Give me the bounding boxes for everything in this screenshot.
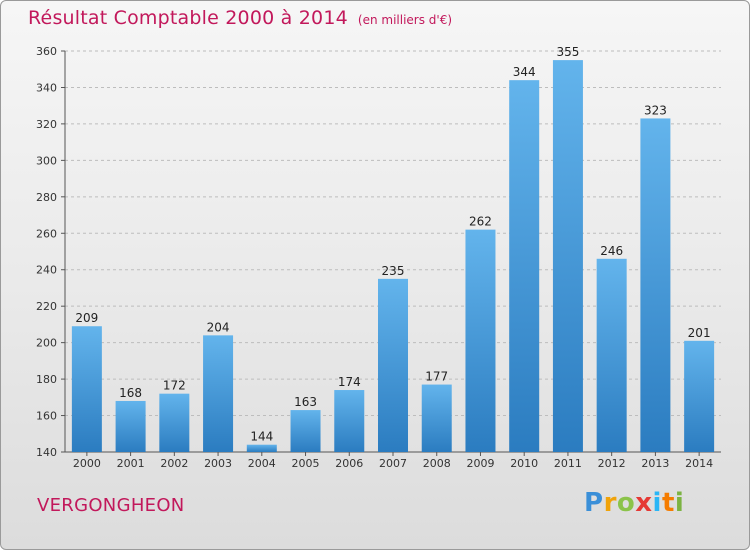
x-tick-label: 2013: [641, 457, 669, 470]
bar: [159, 393, 190, 452]
bar-value-label: 344: [513, 65, 536, 79]
logo-letter: i: [674, 488, 685, 518]
bar: [596, 258, 627, 452]
bar: [290, 410, 321, 452]
bar: [334, 390, 365, 452]
x-tick-label: 2008: [423, 457, 451, 470]
y-tick-label: 180: [36, 373, 57, 386]
bar: [246, 444, 277, 452]
y-tick-label: 320: [36, 118, 57, 131]
bar-value-label: 204: [207, 320, 230, 334]
x-tick-label: 2014: [685, 457, 713, 470]
bar: [509, 80, 540, 452]
bar: [421, 384, 452, 452]
bar: [465, 229, 496, 452]
x-tick-label: 2005: [292, 457, 320, 470]
x-tick-label: 2000: [73, 457, 101, 470]
logo-letter: t: [661, 488, 675, 518]
bar-value-label: 168: [119, 386, 142, 400]
bar: [552, 60, 583, 452]
bar: [640, 118, 671, 452]
bar-value-label: 262: [469, 215, 492, 229]
proxiti-logo: Proxiti: [584, 488, 684, 518]
x-tick-label: 2002: [160, 457, 188, 470]
logo-letter: i: [652, 488, 662, 518]
y-tick-label: 220: [36, 300, 57, 313]
x-tick-label: 2009: [466, 457, 494, 470]
x-tick-label: 2007: [379, 457, 407, 470]
x-tick-label: 2004: [248, 457, 276, 470]
bar-value-label: 144: [250, 430, 273, 444]
y-tick-label: 240: [36, 264, 57, 277]
unit-note: (en milliers d'€): [357, 13, 453, 27]
bar-value-label: 246: [600, 244, 623, 258]
x-tick-label: 2001: [117, 457, 145, 470]
bar-value-label: 209: [75, 311, 98, 325]
bar: [378, 278, 408, 452]
y-tick-label: 300: [36, 154, 57, 167]
bar-value-label: 235: [382, 264, 405, 278]
x-tick-label: 2012: [598, 457, 626, 470]
bar: [203, 335, 234, 452]
x-tick-label: 2003: [204, 457, 232, 470]
bar-value-label: 172: [163, 379, 186, 393]
bar-value-label: 201: [688, 326, 711, 340]
x-tick-label: 2006: [335, 457, 363, 470]
bar: [115, 400, 146, 452]
y-tick-label: 260: [36, 227, 57, 240]
bar-value-label: 323: [644, 103, 667, 117]
commune-name: VERGONGHEON: [37, 495, 185, 516]
title-text: Résultat Comptable 2000 à 2014: [28, 7, 348, 29]
y-tick-label: 200: [36, 337, 57, 350]
y-tick-label: 140: [36, 446, 57, 459]
bar: [684, 340, 715, 452]
y-tick-label: 360: [36, 45, 57, 58]
bar-value-label: 177: [425, 370, 448, 384]
logo-letter: o: [616, 488, 636, 518]
logo-letter: x: [635, 488, 653, 518]
bar-value-label: 163: [294, 395, 317, 409]
x-tick-label: 2010: [510, 457, 538, 470]
bar-value-label: 174: [338, 375, 361, 389]
logo-letter: P: [584, 488, 604, 518]
y-tick-label: 280: [36, 191, 57, 204]
logo-letter: r: [603, 488, 617, 518]
y-tick-label: 340: [36, 81, 57, 94]
x-tick-label: 2011: [554, 457, 582, 470]
chart-title: Résultat Comptable 2000 à 2014 (en millie…: [28, 7, 452, 29]
bar-value-label: 355: [556, 45, 579, 59]
y-tick-label: 160: [36, 410, 57, 423]
bar: [71, 326, 102, 452]
